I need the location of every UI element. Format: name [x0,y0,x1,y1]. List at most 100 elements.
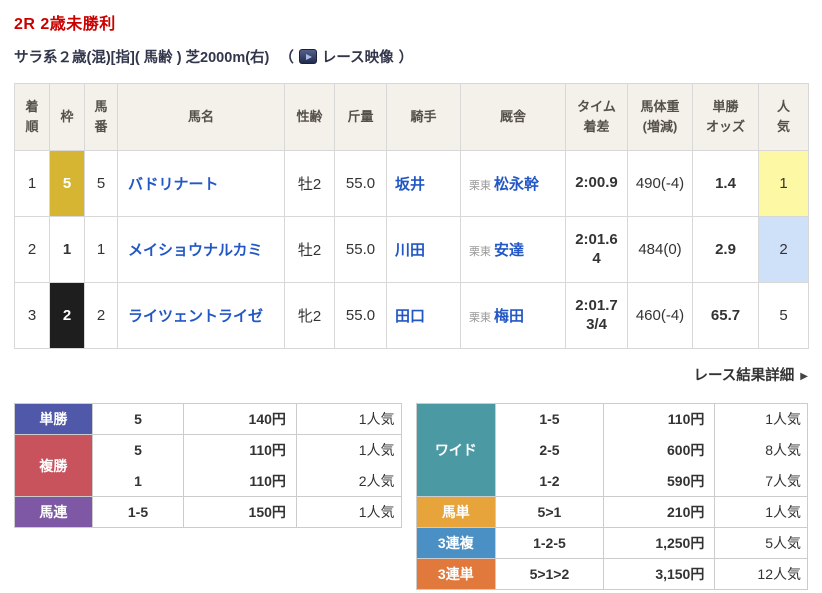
carried-weight: 55.0 [334,150,387,217]
stable-cell: 栗東 安達 [460,216,566,283]
carried-weight: 55.0 [334,216,387,283]
combination: 1-2 [495,465,604,497]
payout-amount: 140円 [183,403,297,435]
combination: 2-5 [495,434,604,466]
payout-popularity: 2人気 [296,465,401,497]
payout-amount: 600円 [603,434,716,466]
col-header-horse-name: 馬名 [117,83,285,151]
payout-popularity: 12人気 [714,558,808,590]
finish-position: 3 [14,282,50,349]
results-header-row: 着順 枠 馬番 馬名 性齢 斤量 騎手 厩舎 タイム 着差 馬体重 (増減) 単勝オ… [14,83,809,151]
payout-amount: 3,150円 [603,558,716,590]
payout-popularity: 1人気 [714,496,808,528]
payout-popularity: 5人気 [714,527,808,559]
favorite-rank: 5 [758,282,809,349]
payout-row: 馬単 5>1 210円 1人気 [416,496,808,528]
finish-position: 2 [14,216,50,283]
col-header-jockey: 騎手 [386,83,461,151]
table-row: 1 5 5 バドリナート 牡2 55.0 坂井 栗東 松永幹 2:00.9 490… [14,150,809,217]
jockey-link[interactable]: 川田 [395,242,426,259]
time-margin: 2:01.6 4 [565,216,628,283]
win-odds: 1.4 [692,150,759,217]
favorite-rank: 2 [758,216,809,283]
payout-amount: 110円 [603,403,716,435]
body-weight: 460(-4) [627,282,693,349]
sex-age: 牝2 [284,282,335,349]
payout-row: 1 110円 2人気 [15,465,401,497]
horse-number: 5 [84,150,118,217]
trainer-link[interactable]: 安達 [494,242,525,259]
bracket-number: 5 [49,150,85,217]
race-conditions-text: サラ系２歳(混)[指]( 馬齢 ) 芝2000m(右) [14,50,270,66]
combination: 5 [92,403,185,435]
bracket-number: 1 [49,216,85,283]
combination: 5 [92,434,185,466]
paren-open: （ [279,50,294,66]
combination: 5>1>2 [495,558,604,590]
stable-area: 栗東 [469,246,491,258]
trainer-link[interactable]: 松永幹 [494,176,540,193]
col-header-finish: 着順 [14,83,50,151]
payout-popularity: 1人気 [296,434,401,466]
col-header-win-odds: 単勝 オッズ [692,83,759,151]
payout-row: 単勝 5 140円 1人気 [14,403,401,435]
combination: 1-5 [92,496,185,528]
payout-row: 3連単 5>1>2 3,150円 12人気 [416,558,808,590]
bet-type-place: 複勝 [14,434,93,497]
favorite-rank: 1 [758,150,809,217]
payout-row: 3連複 1-2-5 1,250円 5人気 [416,527,808,559]
payout-popularity: 1人気 [296,403,401,435]
horse-name-link[interactable]: バドリナート [128,176,219,193]
finish-position: 1 [14,150,50,217]
payout-amount: 110円 [183,465,297,497]
stable-area: 栗東 [469,312,491,324]
time-margin: 2:00.9 [565,150,628,217]
paren-close: ） [398,50,414,66]
payout-row: 1-2 590円 7人気 [416,465,808,497]
bet-type-quinella: 馬連 [14,496,93,528]
payout-section: 単勝 5 140円 1人気 複勝 5 110円 1人気 1 110円 2人気 馬… [14,403,808,590]
bet-type-trio: 3連複 [416,527,497,559]
horse-number: 1 [84,216,118,283]
table-row: 2 1 1 メイショウナルカミ 牡2 55.0 川田 栗東 安達 2:01.6 4 … [14,216,809,283]
trainer-link[interactable]: 梅田 [494,308,525,325]
race-video-wrap: （ レース映像 ） [279,46,413,67]
col-header-bracket: 枠 [49,83,85,151]
payout-amount: 110円 [183,434,297,466]
combination: 1-5 [495,403,604,435]
payout-row: 複勝 5 110円 1人気 [14,434,401,497]
time-margin: 2:01.7 3/4 [565,282,628,349]
payout-row: 2-5 600円 8人気 [416,434,808,466]
jockey-link[interactable]: 坂井 [395,176,426,193]
payout-amount: 1,250円 [603,527,716,559]
combination: 1 [92,465,185,497]
race-video-label: レース映像 [321,50,394,66]
bet-type-wide: ワイド [416,403,497,497]
table-row: 3 2 2 ライツェントライゼ 牝2 55.0 田口 栗東 梅田 2:01.7 3/… [14,282,809,349]
race-conditions: サラ系２歳(混)[指]( 馬齢 ) 芝2000m(右) （ レース映像 ） [14,46,808,67]
horse-name-link[interactable]: ライツェントライゼ [128,308,264,325]
jockey-link[interactable]: 田口 [395,308,426,325]
col-header-stable: 厩舎 [460,83,566,151]
body-weight: 484(0) [627,216,693,283]
bet-type-trifecta: 3連単 [416,558,497,590]
payout-popularity: 7人気 [714,465,808,497]
payout-table-left: 単勝 5 140円 1人気 複勝 5 110円 1人気 1 110円 2人気 馬… [14,403,402,528]
payout-popularity: 1人気 [714,403,808,435]
race-result-detail-link[interactable]: レース結果詳細 ▶ [693,368,808,384]
bet-type-exacta: 馬単 [416,496,497,528]
payout-popularity: 1人気 [296,496,401,528]
combination: 5>1 [495,496,604,528]
col-header-horse-number: 馬番 [84,83,118,151]
sex-age: 牡2 [284,216,335,283]
race-video-link[interactable]: レース映像 [298,46,394,67]
col-header-sex-age: 性齢 [284,83,335,151]
payout-row: ワイド 1-5 110円 1人気 [416,403,808,497]
bracket-number: 2 [49,282,85,349]
col-header-body-weight: 馬体重 (増減) [627,83,693,151]
race-results-table: 着順 枠 馬番 馬名 性齢 斤量 騎手 厩舎 タイム 着差 馬体重 (増減) 単勝オ… [14,83,809,349]
stable-cell: 栗東 松永幹 [460,150,566,217]
horse-name-link[interactable]: メイショウナルカミ [128,242,263,259]
win-odds: 65.7 [692,282,759,349]
combination: 1-2-5 [495,527,604,559]
